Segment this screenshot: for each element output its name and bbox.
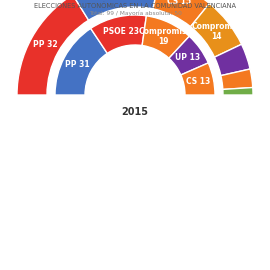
Text: CS 15: CS 15	[167, 0, 191, 6]
Wedge shape	[214, 44, 250, 76]
Text: UP 13: UP 13	[176, 53, 201, 62]
Text: PP 31: PP 31	[65, 60, 90, 69]
Wedge shape	[181, 63, 215, 95]
Wedge shape	[91, 15, 146, 53]
Text: CS 13: CS 13	[187, 77, 211, 86]
Wedge shape	[142, 16, 189, 58]
Text: PSOE 23: PSOE 23	[103, 27, 139, 36]
Text: Compromís
14: Compromís 14	[192, 22, 240, 41]
Wedge shape	[47, 7, 223, 95]
Wedge shape	[169, 36, 208, 75]
Wedge shape	[223, 87, 253, 95]
Text: Total: 99 / Mayoría absoluta: 50: Total: 99 / Mayoría absoluta: 50	[89, 10, 181, 15]
Text: 2015: 2015	[122, 107, 148, 117]
Wedge shape	[73, 0, 159, 20]
Text: PP 32: PP 32	[33, 40, 57, 49]
Wedge shape	[221, 69, 253, 89]
Wedge shape	[191, 4, 242, 57]
Wedge shape	[153, 0, 210, 27]
Wedge shape	[85, 45, 185, 95]
Wedge shape	[17, 0, 89, 95]
Text: Compromís
19: Compromís 19	[139, 27, 187, 46]
Bar	[0, 95, 270, 270]
Wedge shape	[55, 28, 107, 95]
Text: ELECCIONES AUTONÓMICAS EN LA COMUNIDAD VALENCIANA: ELECCIONES AUTONÓMICAS EN LA COMUNIDAD V…	[34, 2, 236, 8]
